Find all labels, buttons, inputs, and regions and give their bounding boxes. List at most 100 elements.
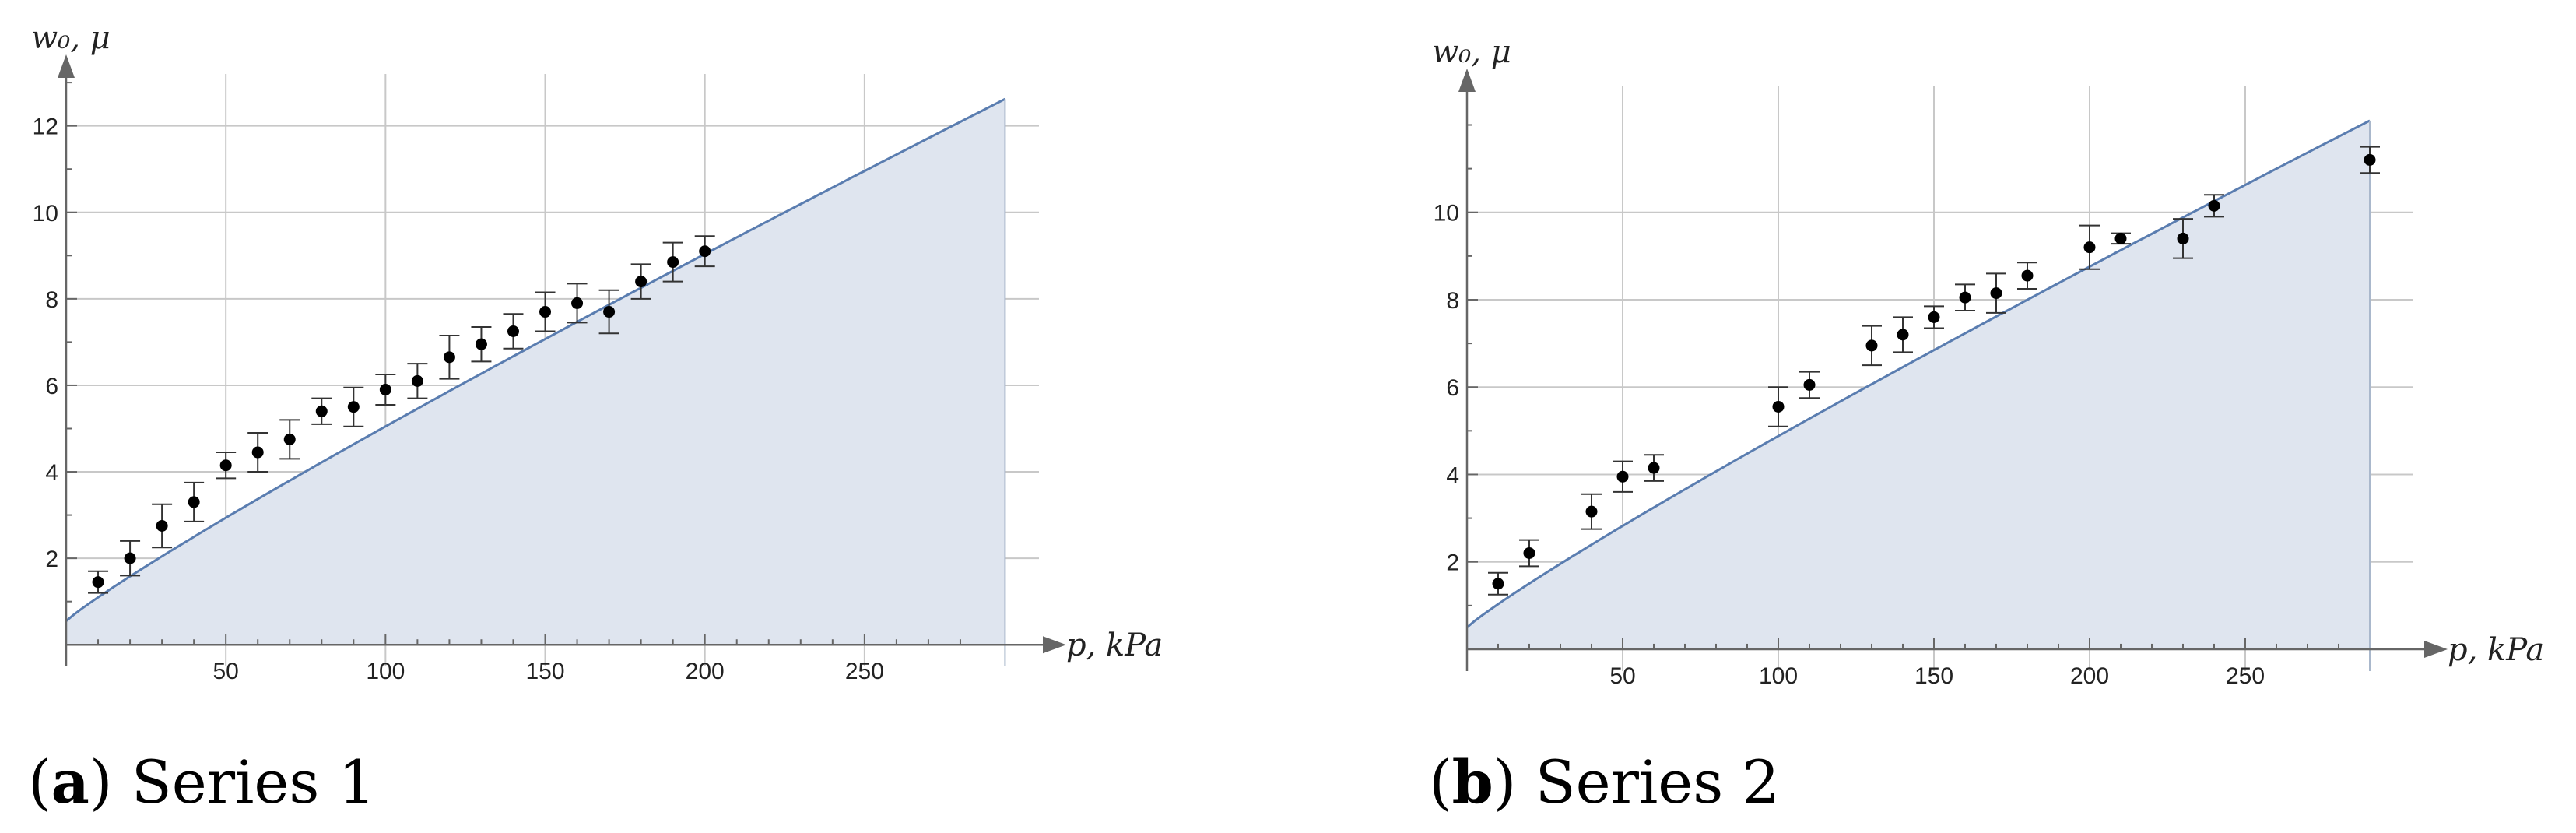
c1-point-12: [2017, 262, 2037, 290]
c0-y-tick-label-5: 12: [33, 114, 58, 140]
c1-marker-2: [1585, 505, 1598, 518]
c0-y-axis-arrow: [58, 54, 75, 78]
c0-x-tick-label-2: 150: [525, 659, 564, 684]
c1-point-9: [1924, 305, 1944, 329]
c1-point-6: [1799, 371, 1820, 399]
c1-marker-3: [1616, 470, 1629, 483]
c0-marker-16: [603, 306, 616, 318]
c1-marker-16: [2208, 199, 2220, 212]
c1-y-axis-label: w₀, μ: [1432, 34, 1511, 70]
c0-marker-3: [188, 496, 200, 508]
c1-x-tick-label-2: 150: [1914, 663, 1953, 689]
chart-b-letter: b: [1451, 747, 1493, 817]
c1-marker-6: [1803, 378, 1816, 391]
c1-marker-8: [1897, 329, 1909, 341]
c0-marker-4: [219, 459, 232, 472]
c1-x-axis-label: p, kPa: [2448, 632, 2544, 668]
c0-marker-10: [411, 374, 423, 387]
chart-b-plot: 50 100 150 200 250 2 4 6 8 10 p, kPa w₀, μ: [1432, 34, 2544, 689]
c0-marker-13: [507, 325, 519, 338]
c1-x-tick-label-0: 50: [1609, 663, 1635, 689]
c1-x-axis-arrow: [2424, 640, 2448, 658]
c0-x-axis-arrow: [1043, 636, 1066, 654]
c0-marker-9: [379, 383, 391, 395]
c1-marker-11: [1990, 287, 2002, 300]
c1-marker-5: [1772, 400, 1785, 413]
c1-point-11: [1986, 272, 2006, 314]
c1-y-tick-label-0: 2: [1446, 550, 1459, 576]
c0-marker-7: [315, 405, 328, 417]
c0-point-10: [407, 363, 428, 399]
c1-point-16: [2204, 194, 2224, 218]
c0-point-19: [694, 235, 715, 268]
c0-point-15: [567, 283, 588, 324]
chart-b-caption-text: Series 2: [1535, 747, 1780, 817]
c0-marker-19: [699, 245, 711, 258]
c1-point-2: [1581, 493, 1602, 530]
c0-marker-0: [92, 576, 104, 589]
c0-marker-18: [667, 256, 679, 269]
c1-point-15: [2173, 218, 2193, 259]
c1-marker-1: [1523, 547, 1535, 559]
c0-point-0: [88, 570, 109, 594]
c0-marker-14: [539, 306, 552, 318]
c1-marker-10: [1959, 291, 1971, 304]
c0-point-8: [343, 386, 364, 427]
chart-a-caption-text: Series 1: [131, 747, 376, 817]
c0-point-13: [503, 313, 524, 350]
c0-marker-5: [251, 446, 264, 459]
c0-point-3: [184, 481, 205, 522]
c0-marker-2: [156, 519, 168, 532]
c1-x-tick-label-3: 200: [2070, 663, 2109, 689]
chart-a-caption: (a) Series 1: [28, 747, 376, 817]
c0-point-9: [375, 374, 396, 406]
c1-model-area: [1467, 120, 2370, 649]
c1-y-tick-label-3: 8: [1446, 288, 1459, 314]
c0-marker-8: [347, 401, 360, 413]
c0-point-12: [471, 325, 492, 363]
c1-marker-9: [1928, 311, 1940, 323]
c0-marker-17: [635, 276, 648, 288]
c1-y-axis-arrow: [1458, 69, 1476, 92]
c1-model-curve: [1466, 119, 2371, 629]
c0-point-2: [152, 503, 173, 549]
c1-x-tick-label-1: 100: [1759, 663, 1798, 689]
c0-marker-6: [283, 433, 296, 445]
c0-y-tick-label-3: 8: [45, 287, 58, 313]
c0-point-14: [535, 291, 556, 332]
c1-marker-17: [2364, 153, 2376, 166]
c0-point-6: [279, 419, 300, 460]
c1-marker-4: [1648, 462, 1660, 474]
c1-marker-7: [1865, 339, 1878, 352]
c1-point-5: [1768, 386, 1788, 427]
c0-x-tick-label-3: 200: [686, 659, 725, 684]
c0-y-tick-label-4: 10: [33, 201, 58, 227]
c1-point-14: [2111, 232, 2131, 245]
c0-y-tick-label-0: 2: [45, 547, 58, 572]
c1-point-7: [1862, 325, 1882, 367]
c0-model-area: [66, 99, 1005, 645]
c0-marker-15: [571, 297, 584, 309]
c0-point-5: [247, 432, 268, 473]
c1-point-13: [2079, 224, 2100, 270]
c1-point-1: [1519, 539, 1539, 568]
c0-point-11: [439, 335, 460, 380]
c0-point-7: [311, 397, 332, 425]
c1-point-0: [1488, 571, 1508, 596]
c0-x-tick-label-1: 100: [366, 659, 405, 684]
c0-x-axis-label: p, kPa: [1066, 627, 1163, 663]
c0-x-tick-label-0: 50: [212, 659, 238, 684]
c1-point-10: [1955, 283, 1975, 312]
c1-point-3: [1613, 460, 1633, 493]
c1-point-17: [2360, 146, 2380, 174]
c0-marker-12: [475, 338, 487, 350]
chart-a-plot: 50 100 150 200 250 2 4 6 8 10 12 p, kPa w₀, μ: [31, 20, 1163, 684]
c0-x-tick-label-4: 250: [845, 659, 884, 684]
c1-y-tick-label-4: 10: [1434, 201, 1459, 227]
c1-marker-14: [2114, 232, 2127, 244]
c0-point-18: [662, 241, 683, 283]
c1-marker-0: [1492, 578, 1504, 590]
chart-panel-a: 50 100 150 200 250 2 4 6 8 10 12 p, kPa w₀, μ (a) Se…: [0, 0, 1245, 833]
c1-y-tick-label-2: 6: [1446, 375, 1459, 401]
c1-marker-15: [2177, 232, 2189, 244]
